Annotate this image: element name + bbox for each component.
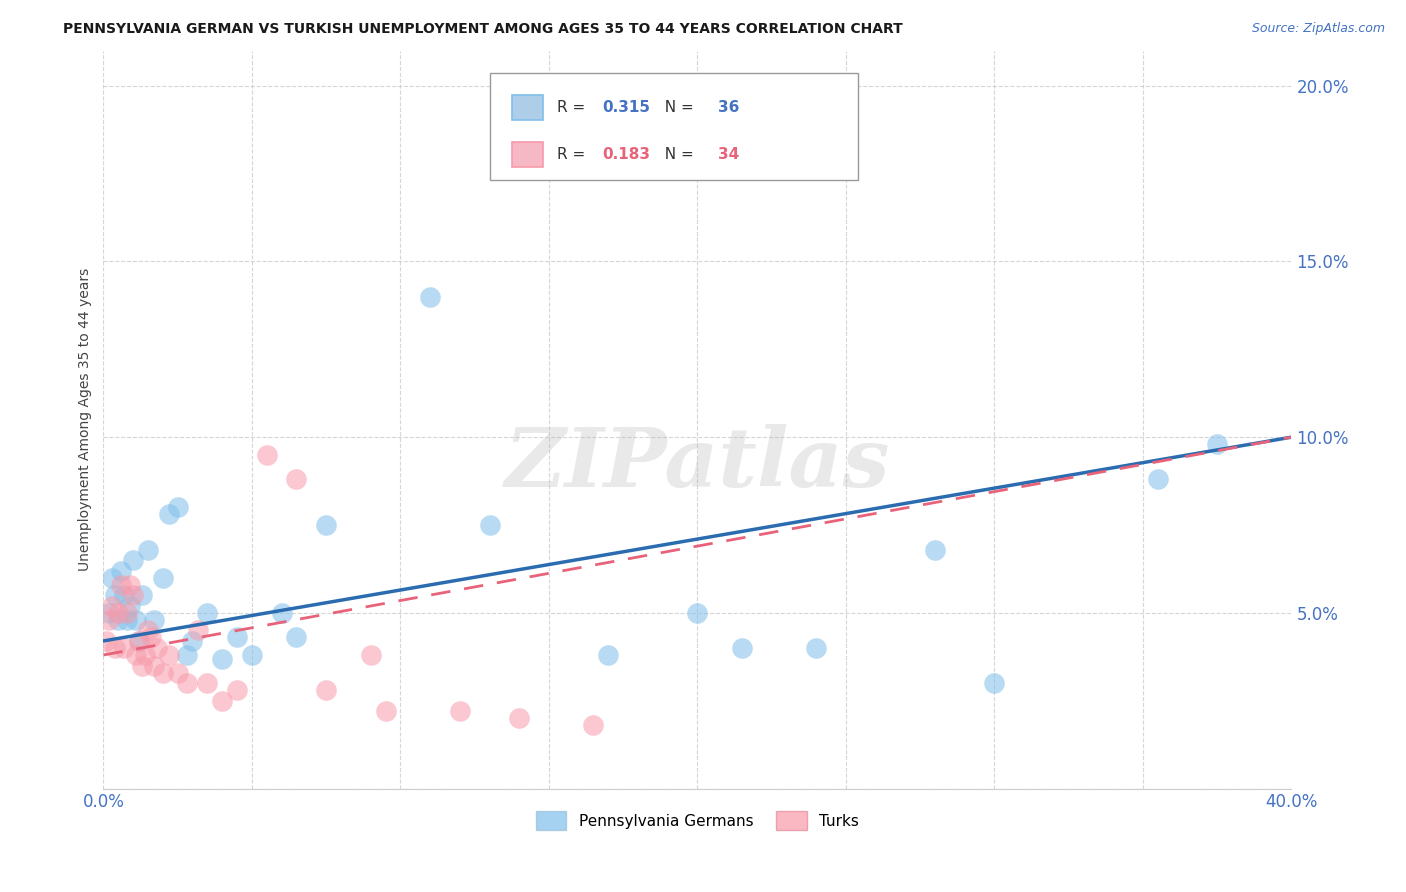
- Bar: [512, 95, 543, 120]
- Point: [211, 651, 233, 665]
- Point: [983, 676, 1005, 690]
- Point: [176, 676, 198, 690]
- FancyBboxPatch shape: [489, 73, 858, 180]
- Point: [110, 578, 132, 592]
- Point: [924, 542, 946, 557]
- Point: [98, 606, 121, 620]
- Text: N =: N =: [655, 100, 699, 115]
- Point: [122, 588, 145, 602]
- Point: [1206, 437, 1229, 451]
- Point: [157, 648, 180, 662]
- Point: [101, 599, 124, 613]
- Text: N =: N =: [655, 147, 699, 162]
- Point: [125, 613, 148, 627]
- Point: [136, 624, 159, 638]
- Legend: Pennsylvania Germans, Turks: Pennsylvania Germans, Turks: [530, 805, 865, 836]
- Text: Source: ZipAtlas.com: Source: ZipAtlas.com: [1251, 22, 1385, 36]
- Point: [360, 648, 382, 662]
- Point: [122, 553, 145, 567]
- Point: [270, 606, 292, 620]
- Text: 0.315: 0.315: [602, 100, 651, 115]
- Point: [128, 634, 150, 648]
- Point: [195, 606, 218, 620]
- Text: R =: R =: [557, 147, 591, 162]
- Point: [120, 599, 142, 613]
- Point: [157, 508, 180, 522]
- Text: PENNSYLVANIA GERMAN VS TURKISH UNEMPLOYMENT AMONG AGES 35 TO 44 YEARS CORRELATIO: PENNSYLVANIA GERMAN VS TURKISH UNEMPLOYM…: [63, 22, 903, 37]
- Point: [120, 578, 142, 592]
- Point: [152, 665, 174, 680]
- Point: [449, 704, 471, 718]
- Point: [315, 518, 337, 533]
- Point: [598, 648, 620, 662]
- Point: [508, 711, 530, 725]
- Point: [112, 588, 135, 602]
- Text: 0.183: 0.183: [602, 147, 651, 162]
- Point: [131, 588, 153, 602]
- Point: [166, 500, 188, 515]
- Point: [128, 634, 150, 648]
- Point: [806, 640, 828, 655]
- Point: [101, 571, 124, 585]
- Point: [98, 613, 121, 627]
- Y-axis label: Unemployment Among Ages 35 to 44 years: Unemployment Among Ages 35 to 44 years: [79, 268, 93, 571]
- Text: 34: 34: [717, 147, 740, 162]
- Point: [187, 624, 209, 638]
- Point: [96, 634, 118, 648]
- Point: [115, 606, 138, 620]
- Text: ZIPatlas: ZIPatlas: [505, 424, 890, 504]
- Point: [131, 658, 153, 673]
- Point: [152, 571, 174, 585]
- Point: [419, 290, 441, 304]
- Point: [142, 658, 165, 673]
- Point: [110, 564, 132, 578]
- Point: [195, 676, 218, 690]
- Text: R =: R =: [557, 100, 591, 115]
- Point: [125, 648, 148, 662]
- Point: [142, 613, 165, 627]
- Point: [115, 613, 138, 627]
- Point: [146, 640, 169, 655]
- Point: [181, 634, 204, 648]
- Text: 36: 36: [717, 100, 740, 115]
- Point: [686, 606, 709, 620]
- Point: [211, 694, 233, 708]
- Point: [256, 448, 278, 462]
- Point: [139, 631, 162, 645]
- Point: [374, 704, 396, 718]
- Point: [134, 648, 156, 662]
- Point: [240, 648, 263, 662]
- Point: [582, 718, 605, 732]
- Point: [226, 683, 249, 698]
- Point: [136, 542, 159, 557]
- Point: [107, 606, 129, 620]
- Point: [226, 631, 249, 645]
- Bar: [512, 142, 543, 167]
- Point: [176, 648, 198, 662]
- Point: [104, 588, 127, 602]
- Point: [731, 640, 754, 655]
- Point: [285, 472, 308, 486]
- Point: [166, 665, 188, 680]
- Point: [104, 640, 127, 655]
- Point: [285, 631, 308, 645]
- Point: [112, 640, 135, 655]
- Point: [315, 683, 337, 698]
- Point: [478, 518, 501, 533]
- Point: [1146, 472, 1168, 486]
- Point: [107, 613, 129, 627]
